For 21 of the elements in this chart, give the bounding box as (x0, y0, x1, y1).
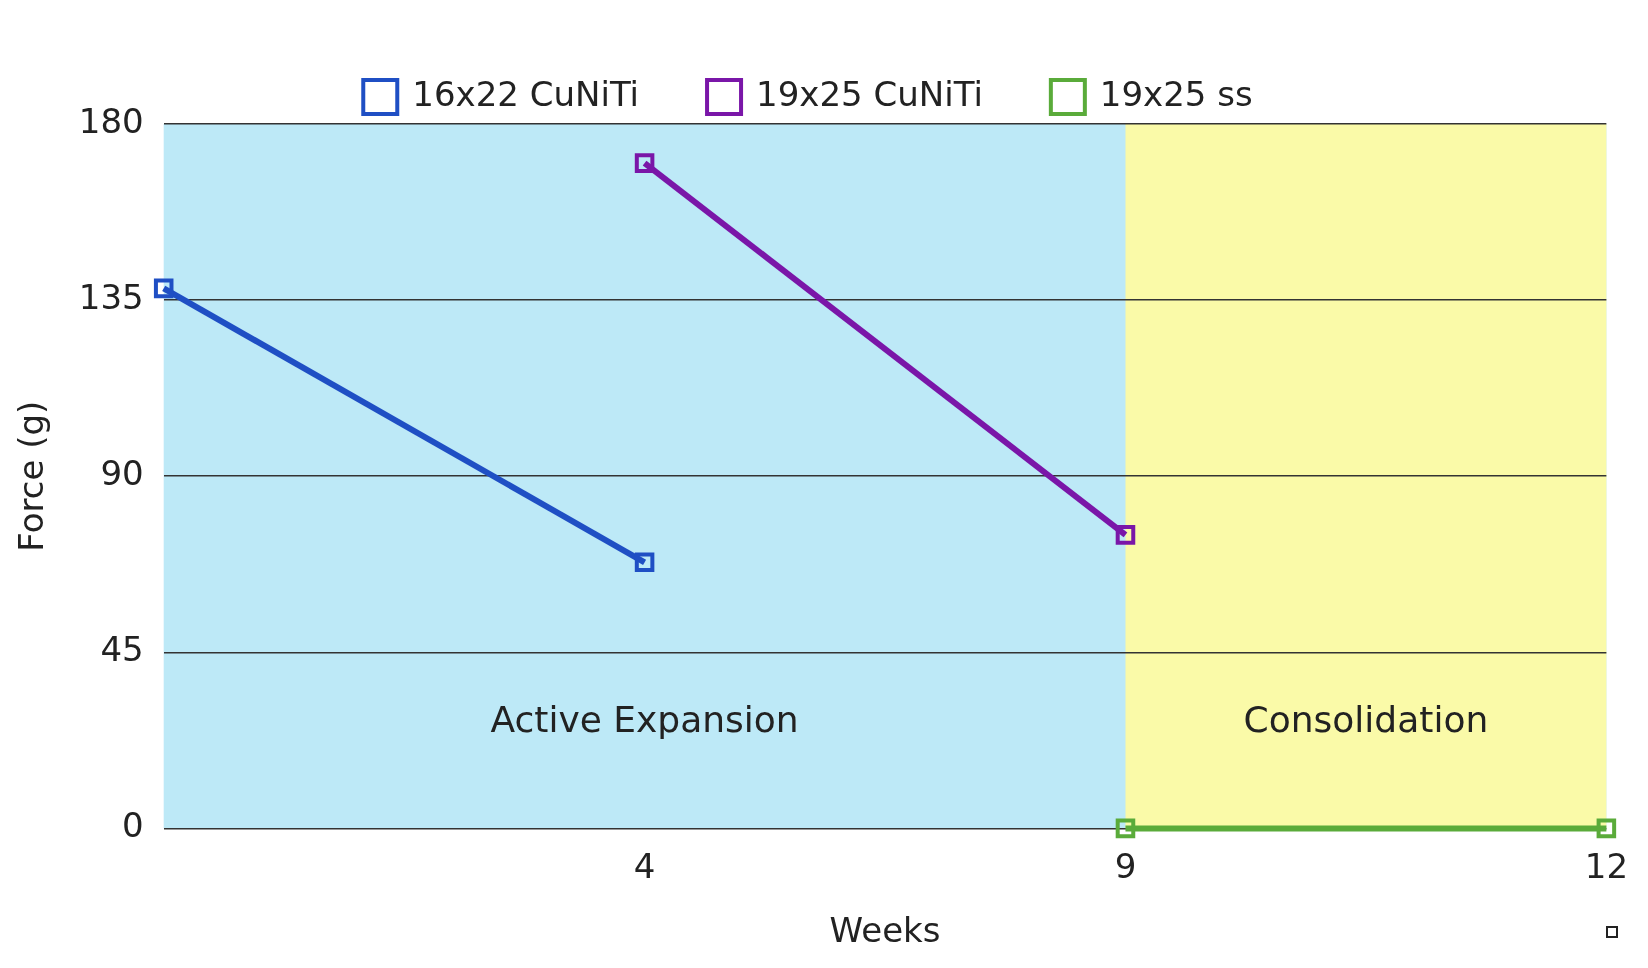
x-tick-label: 12 (1584, 845, 1628, 886)
band-label: Consolidation (1243, 699, 1489, 741)
point (634, 552, 655, 573)
point (153, 278, 174, 299)
x-tick-label: 9 (1114, 845, 1137, 886)
point (1596, 818, 1617, 839)
y-axis-title: Force (g) (11, 400, 52, 552)
y-tick-label: 135 (78, 276, 144, 317)
point (634, 153, 655, 173)
y-tick-label: 45 (100, 629, 144, 670)
legend-label: 19x25 CuNiTi (756, 73, 983, 114)
x-tick-label: 4 (633, 845, 656, 886)
band-label: Active Expansion (490, 699, 799, 741)
y-tick-label: 0 (122, 805, 144, 846)
point (1115, 525, 1136, 545)
x-axis-title: Weeks (829, 910, 941, 951)
legend-label: 16x22 CuNiTi (412, 73, 640, 114)
y-tick-label: 90 (100, 453, 144, 494)
y-tick-label: 180 (78, 100, 144, 141)
point (1115, 818, 1136, 839)
legend-label: 19x25 ss (1099, 73, 1253, 114)
